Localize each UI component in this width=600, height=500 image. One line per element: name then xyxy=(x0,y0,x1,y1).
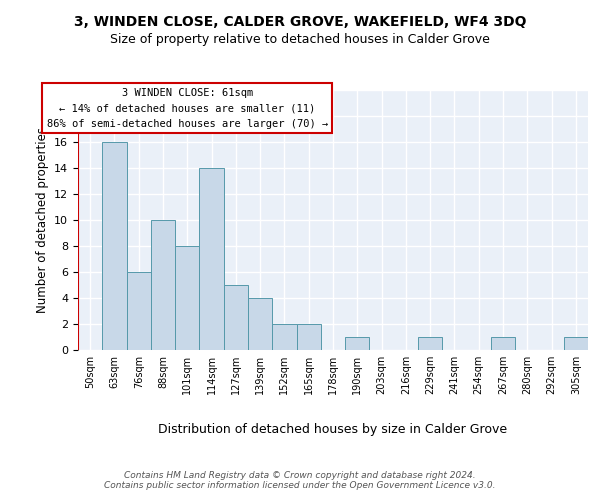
Bar xyxy=(296,324,321,350)
Bar xyxy=(224,285,248,350)
Text: Size of property relative to detached houses in Calder Grove: Size of property relative to detached ho… xyxy=(110,32,490,46)
Text: Distribution of detached houses by size in Calder Grove: Distribution of detached houses by size … xyxy=(158,422,508,436)
Bar xyxy=(151,220,175,350)
Y-axis label: Number of detached properties: Number of detached properties xyxy=(35,127,49,313)
Bar xyxy=(418,337,442,350)
Text: 3 WINDEN CLOSE: 61sqm
← 14% of detached houses are smaller (11)
86% of semi-deta: 3 WINDEN CLOSE: 61sqm ← 14% of detached … xyxy=(47,88,328,129)
Text: 3, WINDEN CLOSE, CALDER GROVE, WAKEFIELD, WF4 3DQ: 3, WINDEN CLOSE, CALDER GROVE, WAKEFIELD… xyxy=(74,15,526,29)
Text: Contains HM Land Registry data © Crown copyright and database right 2024.
Contai: Contains HM Land Registry data © Crown c… xyxy=(104,470,496,490)
Bar xyxy=(127,272,151,350)
Bar xyxy=(102,142,127,350)
Bar xyxy=(272,324,296,350)
Bar xyxy=(199,168,224,350)
Bar xyxy=(345,337,370,350)
Bar xyxy=(564,337,588,350)
Bar xyxy=(248,298,272,350)
Bar xyxy=(175,246,199,350)
Bar xyxy=(491,337,515,350)
